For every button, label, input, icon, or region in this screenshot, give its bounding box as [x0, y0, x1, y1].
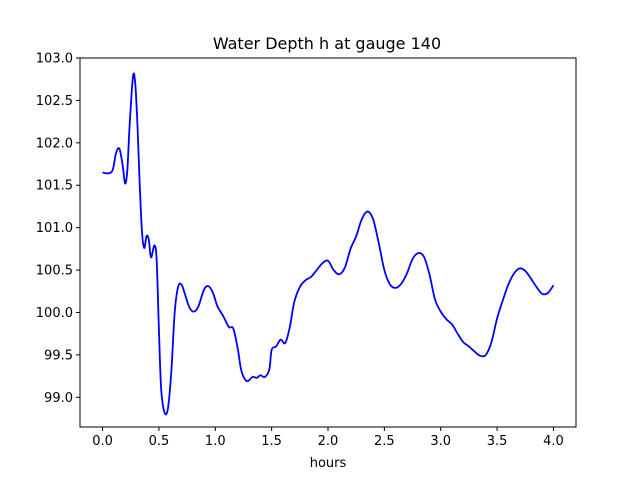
- x-tick-label: 1.5: [261, 434, 282, 449]
- series-line: [102, 72, 555, 416]
- x-axis: 0.0 0.5 1.0 1.5 2.0 2.5 3.0 3.5 4.0: [92, 427, 564, 449]
- y-axis: 99.0 99.5 100.0 100.5 101.0 101.5 102.0 102.5 10…: [36, 52, 80, 406]
- plot-area: [102, 72, 555, 416]
- y-tick-label: 101.5: [36, 179, 73, 194]
- x-tick-label: 0.0: [92, 434, 113, 449]
- x-tick-label: 0.5: [149, 434, 170, 449]
- x-tick-label: 2.0: [318, 434, 339, 449]
- x-tick-label: 4.0: [543, 434, 564, 449]
- y-tick-label: 100.0: [36, 306, 73, 321]
- y-tick-label: 103.0: [36, 52, 73, 67]
- y-tick-label: 99.0: [44, 391, 73, 406]
- y-tick-label: 101.0: [36, 221, 73, 236]
- x-tick-label: 2.5: [374, 434, 395, 449]
- axes-frame: [79, 57, 577, 428]
- y-tick-label: 99.5: [44, 348, 73, 363]
- y-tick-label: 102.0: [36, 136, 73, 151]
- x-tick-label: 3.0: [430, 434, 451, 449]
- x-tick-label: 1.0: [205, 434, 226, 449]
- y-tick-label: 102.5: [36, 94, 73, 109]
- chart-title: Water Depth h at gauge 140: [213, 34, 441, 53]
- x-axis-label: hours: [310, 456, 347, 471]
- y-tick-label: 100.5: [36, 264, 73, 279]
- x-tick-label: 3.5: [487, 434, 508, 449]
